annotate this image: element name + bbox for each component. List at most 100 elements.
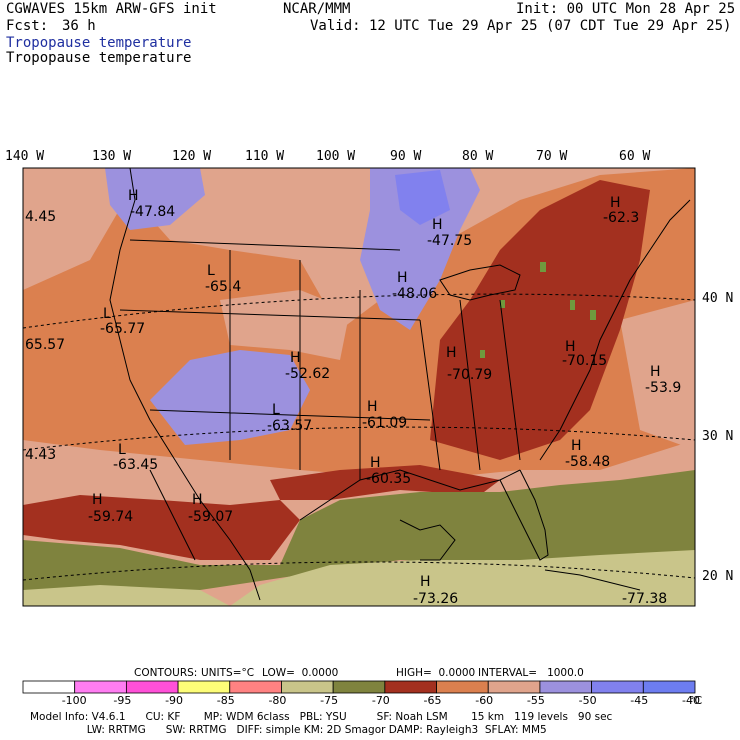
colorbar-tick-label: -45 bbox=[630, 694, 649, 707]
colorbar-tick-label: -40 bbox=[682, 694, 700, 707]
colorbar-swatch bbox=[22, 680, 76, 694]
high-marker: H bbox=[650, 364, 661, 380]
high-marker: H bbox=[367, 399, 378, 415]
field-speck bbox=[570, 300, 575, 310]
colorbar-swatch bbox=[642, 680, 696, 694]
high-value: -70.15 bbox=[562, 353, 608, 369]
lon-label: 60 W bbox=[619, 149, 651, 164]
field-speck bbox=[540, 262, 546, 272]
high-value: -47.84 bbox=[130, 204, 176, 220]
high-value: -61.09 bbox=[362, 415, 408, 431]
colorbar-swatch bbox=[74, 680, 127, 694]
lon-label: 140 W bbox=[5, 149, 45, 164]
high-value: -53.9 bbox=[645, 380, 682, 396]
field-region-blue bbox=[395, 170, 450, 225]
colorbar-swatch bbox=[281, 680, 334, 694]
low-value: -63.57 bbox=[267, 418, 313, 434]
contours-interval: INTERVAL= 1000.0 bbox=[478, 667, 584, 679]
contours-label: CONTOURS: bbox=[134, 667, 198, 679]
lon-label: 80 W bbox=[462, 149, 494, 164]
high-value: -58.48 bbox=[565, 454, 611, 470]
org-label: NCAR/MMM bbox=[283, 1, 351, 17]
high-value: -60.35 bbox=[366, 471, 412, 487]
high-marker: H bbox=[128, 188, 139, 204]
high-marker: H bbox=[571, 438, 582, 454]
high-marker: H bbox=[290, 350, 301, 366]
high-value: -70.79 bbox=[447, 367, 493, 383]
colorbar-swatch bbox=[384, 680, 437, 694]
model-title: CGWAVES 15km ARW-GFS init bbox=[6, 1, 217, 17]
lon-label: 100 W bbox=[316, 149, 356, 164]
high-value: -48.06 bbox=[392, 286, 438, 302]
colorbar-tick-label: -50 bbox=[578, 694, 597, 707]
high-marker: H bbox=[370, 455, 381, 471]
high-value: -47.75 bbox=[427, 233, 473, 249]
low-value: -65.77 bbox=[100, 321, 146, 337]
high-marker: H bbox=[432, 217, 443, 233]
field-speck bbox=[500, 300, 505, 308]
low-marker: L bbox=[103, 306, 111, 322]
colorbar-swatch bbox=[177, 680, 231, 694]
lat-label: 30 N bbox=[702, 429, 734, 444]
field-region-olive bbox=[23, 470, 695, 605]
high-value: -73.26 bbox=[413, 591, 459, 607]
high-value: -59.74 bbox=[88, 509, 134, 525]
valid-time: Valid: 12 UTC Tue 29 Apr 25 (07 CDT Tue … bbox=[310, 18, 732, 34]
colorbar-tick-label: -60 bbox=[475, 694, 494, 707]
field-value: 4.45 bbox=[25, 209, 57, 225]
lon-label: 70 W bbox=[536, 149, 568, 164]
field-region-tan bbox=[620, 300, 695, 450]
field-region-blue bbox=[360, 168, 480, 330]
field-region-darkred bbox=[430, 180, 650, 460]
state-border bbox=[119, 239, 521, 480]
high-value: -62.3 bbox=[603, 210, 640, 226]
high-marker: H bbox=[610, 195, 621, 211]
field-region-orange bbox=[23, 290, 120, 440]
low-value: -63.45 bbox=[113, 457, 159, 473]
coastline-west bbox=[109, 168, 261, 601]
model-info-line1: Model Info: V4.6.1 CU: KF MP: WDM 6class… bbox=[30, 711, 613, 723]
low-marker: L bbox=[118, 442, 126, 458]
colorbar-swatch bbox=[539, 680, 593, 694]
contours-low: LOW= 0.0000 bbox=[262, 667, 339, 679]
field-title-black: Tropopause temperature bbox=[6, 50, 192, 66]
field-region-blue bbox=[105, 168, 205, 230]
colorbar-tick-label: -55 bbox=[526, 694, 545, 707]
forecast-hour: 36 h bbox=[62, 18, 96, 34]
colorbar-tick-label: -85 bbox=[216, 694, 235, 707]
colorbar-swatch bbox=[436, 680, 489, 694]
colorbar-tick-label: -80 bbox=[268, 694, 287, 707]
colorbar-tick-label: -75 bbox=[320, 694, 339, 707]
colorbar-swatch bbox=[591, 680, 644, 694]
high-value: -52.62 bbox=[285, 366, 331, 382]
lon-label: 90 W bbox=[390, 149, 422, 164]
forecast-label: Fcst: bbox=[6, 18, 49, 34]
colorbar-swatch bbox=[229, 680, 282, 694]
init-time: Init: 00 UTC Mon 28 Apr 25 bbox=[516, 1, 736, 17]
lat-label: 40 N bbox=[702, 291, 734, 306]
high-marker: H bbox=[92, 492, 103, 508]
great-lakes bbox=[439, 264, 521, 301]
colorbar-tick-label: -70 bbox=[371, 694, 390, 707]
field-region-khaki bbox=[230, 550, 695, 606]
lon-label: 110 W bbox=[245, 149, 285, 164]
high-marker: H bbox=[565, 339, 576, 355]
cuba bbox=[544, 569, 641, 591]
high-value: -59.07 bbox=[188, 509, 234, 525]
field-value: 4.43 bbox=[25, 447, 57, 463]
model-info-line2: LW: RRTMG SW: RRTMG DIFF: simple KM: 2D … bbox=[30, 724, 547, 736]
contours-high: HIGH= 0.0000 bbox=[396, 667, 476, 679]
yucatan bbox=[399, 519, 456, 561]
coastline-east bbox=[539, 199, 691, 461]
lat-label: 20 N bbox=[702, 569, 734, 584]
latitude-gridline bbox=[23, 293, 695, 581]
field-speck bbox=[590, 310, 596, 320]
field-value: -77.38 bbox=[622, 591, 668, 607]
baja-peninsula bbox=[149, 469, 196, 561]
field-region-khaki bbox=[23, 585, 230, 606]
field-region-darkred bbox=[23, 495, 300, 560]
field-title-blue: Tropopause temperature bbox=[6, 35, 192, 51]
high-marker: H bbox=[420, 574, 431, 590]
